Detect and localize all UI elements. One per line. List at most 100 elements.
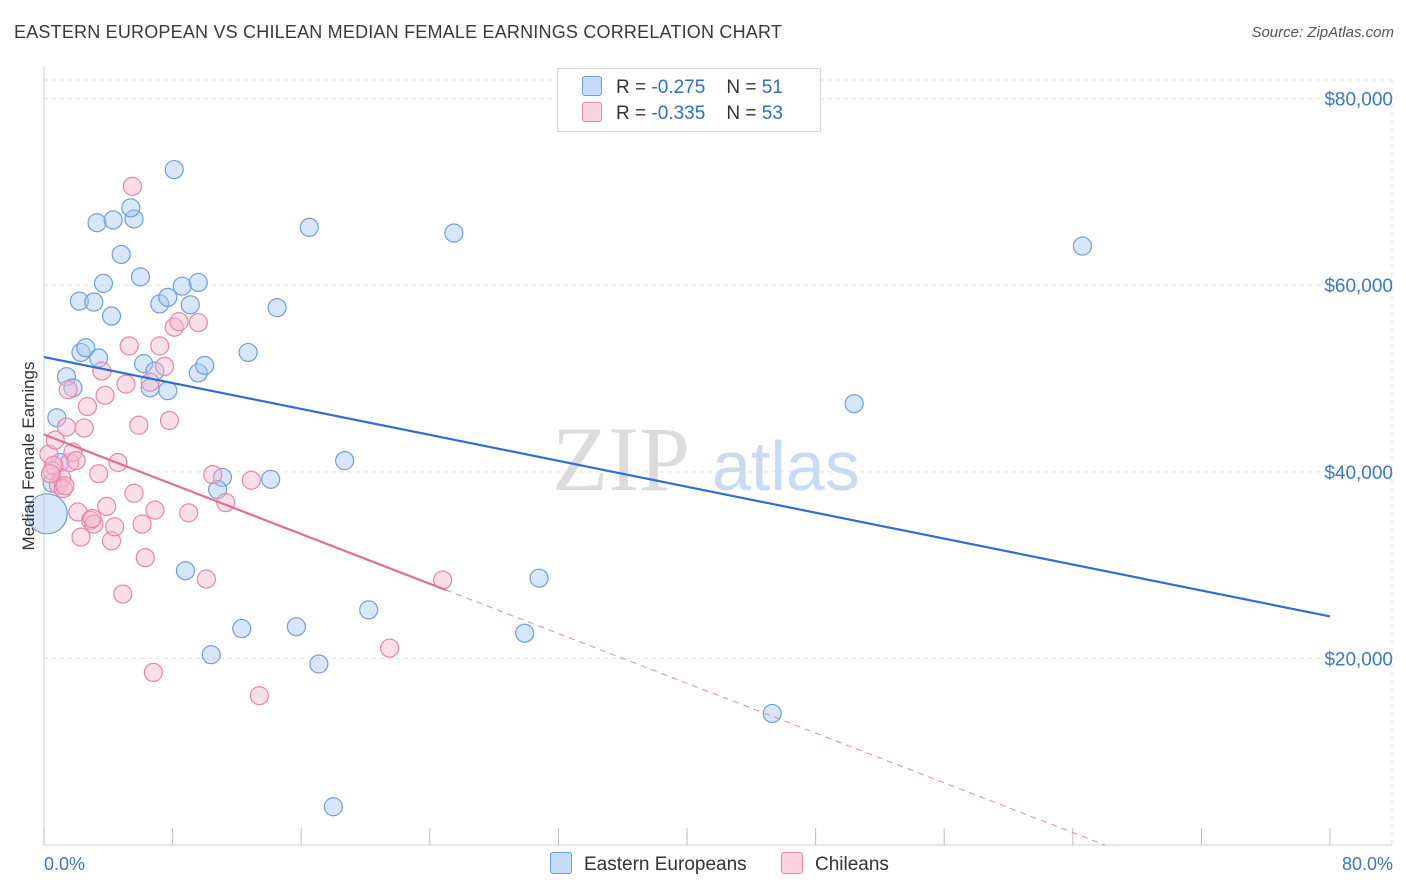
point-chilean [82, 508, 102, 529]
source-label: Source: ZipAtlas.com [1251, 24, 1394, 41]
point-eastern-european [111, 244, 131, 265]
point-chilean [71, 527, 91, 547]
legend-row-eastern-europeans: R = -0.275 N = 51 [582, 76, 783, 100]
point-chilean [154, 356, 175, 377]
point-eastern-european [1072, 236, 1093, 256]
legend-n-label: N = [726, 103, 757, 124]
point-eastern-european [84, 292, 104, 312]
point-eastern-european [232, 618, 252, 639]
point-chilean [132, 514, 152, 534]
point-chilean [56, 417, 77, 437]
point-eastern-european [130, 267, 151, 287]
bottom-legend-swatch-blue [550, 852, 572, 874]
data-points [26, 159, 1093, 817]
trend-line-chileans-extrapolated [445, 589, 1106, 846]
point-chilean [95, 385, 115, 405]
point-eastern-european [359, 600, 379, 620]
point-chilean [380, 638, 400, 658]
point-eastern-european [103, 210, 123, 230]
point-chilean [77, 396, 98, 417]
point-eastern-european [134, 354, 154, 374]
y-tick-label: $80,000 [1324, 90, 1393, 111]
point-eastern-european [188, 272, 208, 293]
point-chilean [124, 483, 144, 503]
legend-swatch-blue [582, 76, 602, 96]
point-chilean [66, 451, 86, 471]
point-eastern-european [188, 363, 208, 383]
point-chilean [179, 503, 199, 523]
point-eastern-european [286, 617, 306, 637]
legend-n-value-eastern-europeans: 51 [761, 77, 783, 98]
point-chilean [58, 380, 78, 400]
y-axis-label: Median Female Earnings [19, 362, 38, 551]
legend-r-label: R = [616, 103, 647, 124]
bottom-legend-label-chileans: Chileans [815, 854, 889, 875]
point-eastern-european [529, 568, 549, 588]
trend-lines [43, 356, 1331, 846]
axis-labels: $20,000 $40,000 $60,000 $80,000 0.0% 80.0% Med… [19, 90, 1393, 874]
legend-n-label: N = [726, 77, 757, 98]
bottom-legend-chileans: Chileans [781, 852, 889, 876]
point-eastern-european [93, 273, 114, 293]
point-chilean [196, 569, 216, 589]
point-eastern-european [309, 654, 329, 674]
point-eastern-european [238, 342, 258, 363]
point-eastern-european [180, 295, 200, 315]
point-chilean [129, 415, 149, 435]
point-eastern-european [844, 394, 864, 414]
point-eastern-european [172, 276, 192, 296]
point-chilean [97, 496, 117, 516]
legend-r-value-eastern-europeans: -0.275 [651, 77, 706, 98]
axes [43, 66, 1392, 846]
point-eastern-european [175, 561, 196, 581]
point-chilean [60, 452, 80, 473]
point-chilean [105, 517, 125, 537]
correlation-legend: R = -0.275 N = 51 R = -0.335 N = 53 [557, 68, 821, 132]
point-chilean [74, 418, 94, 438]
y-tick-label: $20,000 [1324, 649, 1393, 670]
point-chilean [150, 336, 170, 356]
legend-swatch-pink [582, 102, 602, 122]
point-chilean [188, 312, 208, 333]
bottom-legend-swatch-pink [781, 852, 803, 874]
watermark: ZIP atlas [552, 408, 860, 510]
point-chilean [241, 470, 261, 490]
point-eastern-european [201, 645, 221, 665]
point-eastern-european [261, 469, 281, 489]
point-chilean [55, 476, 75, 496]
trend-line-eastern-europeans [43, 356, 1331, 618]
point-eastern-european [121, 198, 141, 218]
point-eastern-european [87, 213, 107, 233]
x-tick-label-min: 0.0% [44, 854, 85, 874]
point-chilean [249, 686, 270, 706]
point-chilean [122, 176, 143, 196]
watermark-atlas: atlas [712, 427, 860, 505]
point-eastern-european [101, 306, 122, 326]
point-chilean [135, 548, 155, 568]
y-tick-label: $60,000 [1324, 276, 1393, 297]
point-chilean [119, 336, 139, 356]
watermark-zip: ZIP [552, 408, 690, 510]
legend-r-label: R = [616, 77, 647, 98]
x-tick-label-max: 80.0% [1342, 854, 1393, 874]
point-eastern-european [26, 493, 68, 535]
point-chilean [140, 372, 160, 392]
point-chilean [159, 410, 179, 431]
point-chilean [45, 430, 65, 450]
bottom-legend-eastern-europeans: Eastern Europeans [550, 852, 747, 876]
bottom-legend-label-eastern-europeans: Eastern Europeans [584, 854, 747, 875]
point-chilean [89, 464, 109, 484]
point-eastern-european [444, 223, 464, 243]
point-eastern-european [69, 291, 89, 311]
point-eastern-european [158, 287, 178, 307]
point-chilean [116, 374, 136, 394]
point-eastern-european [299, 217, 319, 238]
point-eastern-european [150, 294, 170, 314]
chart-title: EASTERN EUROPEAN VS CHILEAN MEDIAN FEMAL… [14, 22, 783, 42]
legend-n-value-chileans: 53 [761, 103, 783, 124]
point-chilean [40, 464, 61, 484]
point-eastern-european [335, 451, 355, 471]
point-eastern-european [124, 209, 144, 229]
legend-row-chileans: R = -0.335 N = 53 [582, 102, 783, 126]
